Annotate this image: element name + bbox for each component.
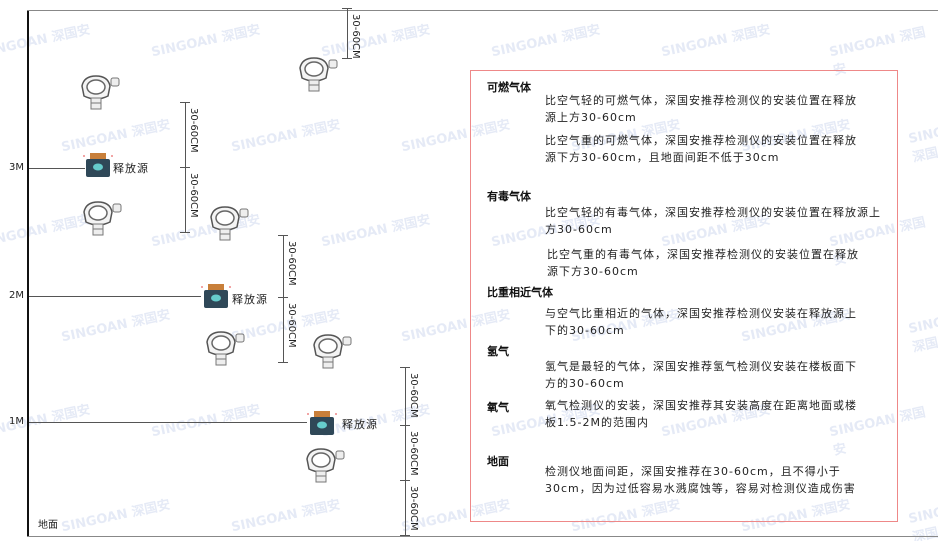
watermark-logo: SINGOAN 深国安: [320, 22, 432, 61]
dimension-tick: [400, 480, 410, 481]
dimension-tick: [400, 535, 410, 536]
dimension-line: [283, 235, 284, 362]
dimension-label: 30-60CM: [408, 486, 419, 531]
dimension-tick: [342, 8, 352, 9]
release-source-icon: [83, 152, 113, 182]
dimension-tick: [342, 58, 352, 59]
watermark-logo: SINGOAN 深国安: [907, 498, 938, 541]
note-text: 检测仪地面间距，深国安推荐在30-60cm，且不得小于30cm，因为过低容易水溅…: [545, 465, 856, 495]
watermark-logo: SINGOAN 深国安: [60, 117, 172, 156]
dimension-line: [347, 8, 348, 58]
dimension-tick: [180, 102, 190, 103]
watermark-logo: SINGOAN 深国安: [660, 22, 772, 61]
level-1m: 1M: [9, 416, 24, 427]
dimension-label: 30-60CM: [188, 173, 199, 218]
note-title: 地面: [487, 455, 509, 468]
dimension-label: 30-60CM: [408, 373, 419, 418]
dimension-label: 30-60CM: [408, 431, 419, 476]
watermark-logo: SINGOAN 深国安: [0, 22, 92, 61]
watermark-logo: SINGOAN 深国安: [150, 402, 262, 441]
dimension-tick: [400, 425, 410, 426]
level-2m-line: [29, 296, 201, 297]
level-1m-line: [29, 422, 307, 423]
note-title: 氧气: [487, 401, 509, 414]
floor-line: [27, 536, 938, 537]
notes-panel: 可燃气体 比空气轻的可燃气体，深国安推荐检测仪的安装位置在释放源上方30-60c…: [470, 70, 898, 522]
watermark-logo: SINGOAN 深国安: [150, 22, 262, 61]
note-text: 比空气轻的有毒气体，深国安推荐检测仪的安装位置在释放源上方30-60cm: [545, 206, 881, 236]
gas-detector-icon: [78, 74, 120, 114]
dimension-label: 30-60CM: [286, 241, 297, 286]
dimension-tick: [278, 362, 288, 363]
watermark-logo: SINGOAN 深国安: [60, 307, 172, 346]
watermark-logo: SINGOAN 深国安: [230, 117, 342, 156]
dimension-label: 30-60CM: [286, 303, 297, 348]
ceiling-line: [27, 10, 938, 11]
gas-detector-icon: [296, 56, 338, 96]
note-title: 可燃气体: [487, 81, 531, 94]
dimension-label: 30-60CM: [350, 14, 361, 59]
dimension-label: 30-60CM: [188, 108, 199, 153]
note-text: 比空气轻的可燃气体，深国安推荐检测仪的安装位置在释放源上方30-60cm: [545, 94, 857, 124]
watermark-logo: SINGOAN 深国安: [230, 497, 342, 536]
note-title: 氢气: [487, 345, 509, 358]
dimension-tick: [278, 235, 288, 236]
note-title: 比重相近气体: [487, 286, 553, 299]
gas-detector-icon: [303, 447, 345, 487]
watermark-logo: SINGOAN 深国安: [320, 212, 432, 251]
gas-detector-icon: [207, 205, 249, 245]
dimension-tick: [180, 232, 190, 233]
level-3m: 3M: [9, 162, 24, 173]
note-text: 与空气比重相近的气体，深国安推荐检测仪安装在释放源上下的30-60cm: [545, 307, 857, 337]
release-source-icon: [201, 283, 231, 313]
dimension-line: [405, 367, 406, 535]
gas-detector-icon: [80, 200, 122, 240]
wall-line: [27, 10, 29, 537]
note-text: 比空气重的有毒气体，深国安推荐检测仪的安装位置在释放源下方30-60cm: [547, 248, 859, 278]
ground-label: 地面: [38, 520, 58, 531]
watermark-logo: SINGOAN 深国安: [907, 308, 938, 356]
gas-detector-icon: [310, 333, 352, 373]
dimension-tick: [278, 297, 288, 298]
watermark-logo: SINGOAN 深国安: [0, 212, 92, 251]
note-text: 氧气检测仪的安装，深国安推荐其安装高度在距离地面或楼板1.5-2M的范围内: [545, 399, 857, 429]
release-source-label: 释放源: [342, 418, 378, 431]
watermark-logo: SINGOAN 深国安: [490, 22, 602, 61]
dimension-tick: [180, 167, 190, 168]
release-source-label: 释放源: [113, 162, 149, 175]
release-source-label: 释放源: [232, 293, 268, 306]
note-text: 氢气是最轻的气体，深国安推荐氢气检测仪安装在楼板面下方的30-60cm: [545, 360, 857, 390]
note-title: 有毒气体: [487, 190, 531, 203]
level-3m-line: [29, 168, 85, 169]
gas-detector-icon: [203, 330, 245, 370]
dimension-tick: [400, 367, 410, 368]
release-source-icon: [307, 410, 337, 440]
watermark-logo: SINGOAN 深国安: [60, 497, 172, 536]
note-text: 比空气重的可燃气体，深国安推荐检测仪的安装位置在释放源下方30-60cm，且地面…: [545, 134, 857, 164]
watermark-logo: SINGOAN 深国安: [907, 118, 938, 166]
level-2m: 2M: [9, 290, 24, 301]
